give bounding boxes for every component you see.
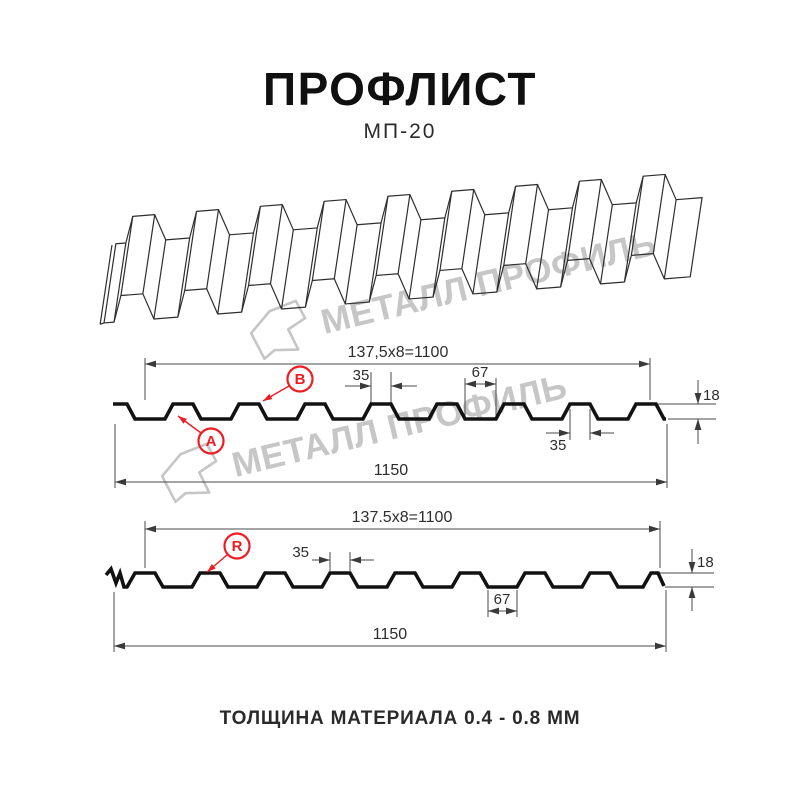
profile-reverse-outline [104, 565, 666, 589]
sheet-rib-lines-path [113, 174, 677, 323]
sheet-3d-view [99, 173, 703, 325]
extension-lines [113, 590, 667, 652]
material-thickness-note: ТОЛЩИНА МАТЕРИАЛА 0.4 - 0.8 ММ [219, 708, 581, 729]
sheet-edge-line [99, 244, 113, 325]
callout-r: R [206, 532, 251, 573]
dim-overall-width: 1150 [114, 424, 668, 488]
dim-flat-value: 67 [472, 364, 489, 381]
dim-height-value: 18 [697, 554, 714, 571]
dim-crest-top-value: 35 [353, 367, 370, 384]
extension-lines [569, 409, 591, 440]
sheet-outline-path [103, 173, 703, 324]
dim-flat: 67 [487, 590, 518, 617]
extension-lines [658, 403, 716, 420]
profile-front-outline [113, 402, 666, 421]
dim-module-width: 137.5x8=1100 [144, 509, 661, 568]
dim-module-width: 137,5x8=1100 [144, 344, 651, 400]
extension-lines [144, 521, 661, 568]
brand-logo-icon [160, 442, 218, 504]
callout-r-label: R [232, 538, 243, 555]
extension-lines [659, 572, 714, 588]
brand-logo-icon [249, 299, 307, 361]
callout-a-circle [197, 427, 225, 455]
leader-line [262, 385, 290, 402]
extension-lines [329, 552, 351, 571]
page-subtitle: МП-20 [363, 120, 437, 143]
dim-crest-top-value: 35 [292, 544, 309, 561]
dim-crest-bottom: 35 [546, 409, 614, 454]
dim-height: 18 [659, 549, 714, 611]
dim-overall-width-value: 1150 [373, 626, 408, 643]
dim-height: 18 [658, 380, 720, 444]
extension-lines [370, 372, 392, 403]
dim-crest-top: 35 [292, 544, 374, 571]
leader-line [177, 415, 202, 434]
page-title: ПРОФЛИСТ [263, 63, 537, 115]
dim-crest-top: 35 [345, 367, 417, 403]
dim-height-value: 18 [703, 387, 720, 404]
callout-a: A [177, 415, 225, 455]
callout-b: B [262, 365, 314, 402]
dim-overall-width: 1150 [113, 590, 667, 652]
profile-diagram-reverse: 137.5x8=1100 35 67 18 [104, 509, 714, 652]
profile-diagram-front: 137,5x8=1100 35 67 35 [113, 344, 720, 488]
leader-line [206, 554, 228, 573]
dim-module-width-value: 137,5x8=1100 [348, 344, 449, 361]
callout-b-circle [286, 365, 314, 393]
dim-overall-width-value: 1150 [374, 462, 409, 479]
extension-lines [114, 424, 668, 488]
dim-flat-value: 67 [494, 591, 511, 608]
dim-module-width-value: 137.5x8=1100 [352, 509, 453, 526]
callout-b-label: B [295, 371, 306, 388]
dim-flat: 67 [464, 364, 497, 416]
dim-crest-bottom-value: 35 [550, 437, 567, 454]
callout-a-label: A [206, 433, 217, 450]
callout-r-circle [223, 532, 251, 560]
